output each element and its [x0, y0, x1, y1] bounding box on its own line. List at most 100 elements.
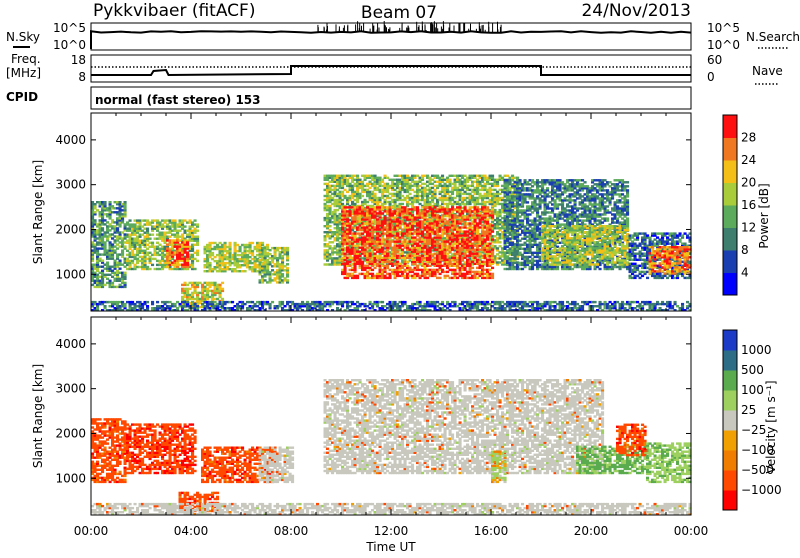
- data-cell: [374, 267, 377, 269]
- data-cell: [116, 256, 119, 258]
- data-cell: [109, 241, 112, 243]
- data-cell: [416, 206, 419, 208]
- freq-tick-low: 8: [78, 70, 86, 84]
- data-cell: [356, 175, 359, 177]
- nsky-tick-high: 10^5: [53, 21, 86, 35]
- data-cell: [94, 205, 97, 207]
- data-cell: [391, 206, 394, 208]
- data-cell: [129, 219, 132, 221]
- data-cell: [281, 273, 284, 275]
- data-cell: [354, 216, 357, 218]
- data-cell: [441, 175, 444, 177]
- data-cell: [121, 217, 124, 219]
- data-cell: [149, 252, 152, 254]
- nsky-trace: [91, 31, 691, 49]
- data-cell: [186, 241, 189, 243]
- data-cell: [374, 193, 377, 195]
- data-cell: [94, 219, 97, 221]
- nsearch-label: N.Search: [746, 30, 800, 44]
- data-cell: [436, 214, 439, 216]
- data-cell: [161, 228, 164, 230]
- data-cell: [336, 209, 339, 211]
- freq-tick-high: 18: [71, 53, 86, 67]
- data-cell: [326, 259, 329, 261]
- data-cell: [191, 254, 194, 256]
- data-cell: [196, 236, 199, 238]
- data-cell: [286, 267, 289, 269]
- data-cell: [399, 226, 402, 228]
- freq-trace: [91, 66, 691, 75]
- data-cell: [186, 251, 189, 253]
- data-cell: [191, 294, 194, 296]
- data-cell: [124, 201, 127, 203]
- data-cell: [434, 253, 437, 255]
- data-cell: [401, 203, 404, 205]
- nave-label: Nave: [752, 64, 783, 78]
- data-cell: [454, 183, 457, 185]
- cpid-text: normal (fast stereo) 153: [95, 93, 261, 107]
- data-cell: [171, 256, 174, 258]
- data-cell: [349, 210, 352, 212]
- data-cell: [491, 175, 494, 177]
- data-cell: [261, 242, 264, 244]
- data-cell: [449, 179, 452, 181]
- data-cell: [389, 243, 392, 245]
- nave-tick-low: 0: [707, 70, 715, 84]
- data-cell: [184, 225, 187, 227]
- data-cell: [251, 250, 254, 252]
- data-cell: [361, 195, 364, 197]
- data-cell: [194, 219, 197, 221]
- data-cell: [251, 242, 254, 244]
- data-cell: [344, 267, 347, 269]
- data-cell: [186, 256, 189, 258]
- freq-label: Freq.: [11, 52, 41, 66]
- data-cell: [471, 183, 474, 185]
- data-cell: [244, 270, 247, 272]
- data-cell: [196, 260, 199, 262]
- data-cell: [209, 262, 212, 264]
- data-cell: [196, 223, 199, 225]
- data-cell: [496, 183, 499, 185]
- data-cell: [111, 282, 114, 284]
- data-cell: [196, 250, 199, 252]
- nsky-tick-low: 10^0: [53, 38, 86, 52]
- data-cell: [156, 228, 159, 230]
- data-cell: [221, 282, 224, 284]
- data-cell: [229, 250, 232, 252]
- data-cell: [411, 214, 414, 216]
- data-cell: [499, 245, 502, 247]
- nsearch-tick-high: 10^5: [707, 21, 740, 35]
- data-cell: [124, 282, 127, 284]
- data-cell: [496, 247, 499, 249]
- freq-panel: Freq. [MHz] 18 8 60 0 Nave: [6, 52, 783, 84]
- data-cell: [149, 268, 152, 270]
- data-cell: [174, 219, 177, 221]
- data-cell: [286, 263, 289, 265]
- data-cell: [406, 245, 409, 247]
- data-cell: [211, 252, 214, 254]
- data-cell: [369, 253, 372, 255]
- data-cell: [111, 256, 114, 258]
- data-cell: [396, 232, 399, 234]
- data-cell: [104, 243, 107, 245]
- data-cell: [416, 265, 419, 267]
- data-cell: [346, 218, 349, 220]
- station-title: Pykkvibaer (fitACF): [93, 1, 255, 21]
- data-cell: [194, 268, 197, 270]
- data-cell: [384, 216, 387, 218]
- data-cell: [264, 275, 267, 277]
- power-data-cells: [91, 175, 692, 312]
- data-cell: [151, 234, 154, 236]
- data-cell: [286, 247, 289, 249]
- data-cell: [281, 261, 284, 263]
- data-cell: [394, 228, 397, 230]
- data-cell: [269, 249, 272, 251]
- data-cell: [146, 228, 149, 230]
- data-cell: [229, 242, 232, 244]
- data-cell: [266, 247, 269, 249]
- data-cell: [341, 249, 344, 251]
- data-cell: [109, 280, 112, 282]
- data-cell: [124, 272, 127, 274]
